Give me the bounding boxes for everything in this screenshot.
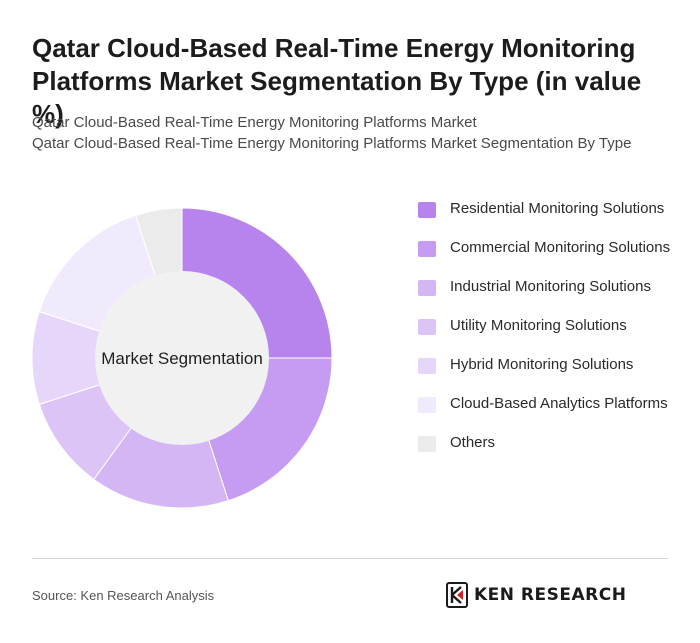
ken-research-logo: KEN RESEARCH (446, 582, 626, 608)
legend-item: Others (418, 432, 688, 454)
source-note: Source: Ken Research Analysis (32, 588, 215, 603)
legend-swatch (418, 280, 436, 296)
legend-label: Others (450, 434, 496, 451)
legend-swatch (418, 241, 436, 257)
legend-item: Cloud-Based Analytics Platforms (418, 393, 688, 415)
legend-item: Utility Monitoring Solutions (418, 315, 688, 337)
legend-swatch (418, 358, 436, 374)
ken-research-logo-text: KEN RESEARCH (474, 585, 627, 605)
legend-label: Utility Monitoring Solutions (450, 317, 627, 334)
legend-swatch (418, 319, 436, 335)
donut-center-label: Market Segmentation (101, 349, 263, 368)
legend-item: Industrial Monitoring Solutions (418, 276, 688, 298)
donut-chart: Market Segmentation (31, 207, 333, 509)
legend-swatch (418, 436, 436, 452)
legend-item: Hybrid Monitoring Solutions (418, 354, 688, 376)
legend-label: Commercial Monitoring Solutions (450, 239, 671, 256)
chart-legend: Residential Monitoring Solutions Commerci… (418, 198, 688, 471)
subtitle-line-2: Qatar Cloud-Based Real-Time Energy Monit… (32, 135, 632, 152)
donut-hole (95, 271, 269, 445)
legend-item: Residential Monitoring Solutions (418, 198, 688, 220)
legend-item: Commercial Monitoring Solutions (418, 237, 688, 259)
subtitle-line-1: Qatar Cloud-Based Real-Time Energy Monit… (32, 114, 477, 131)
legend-swatch (418, 397, 436, 413)
ken-research-logo-icon (446, 582, 468, 608)
footer-divider (32, 558, 668, 559)
legend-label: Hybrid Monitoring Solutions (450, 356, 634, 373)
legend-label: Cloud-Based Analytics Platforms (450, 395, 668, 412)
legend-label: Residential Monitoring Solutions (450, 200, 665, 217)
chart-title: Qatar Cloud-Based Real-Time Energy Monit… (32, 33, 642, 129)
legend-swatch (418, 202, 436, 218)
legend-label: Industrial Monitoring Solutions (450, 278, 651, 295)
chart-subtitle: Qatar Cloud-Based Real-Time Energy Monit… (32, 112, 682, 154)
